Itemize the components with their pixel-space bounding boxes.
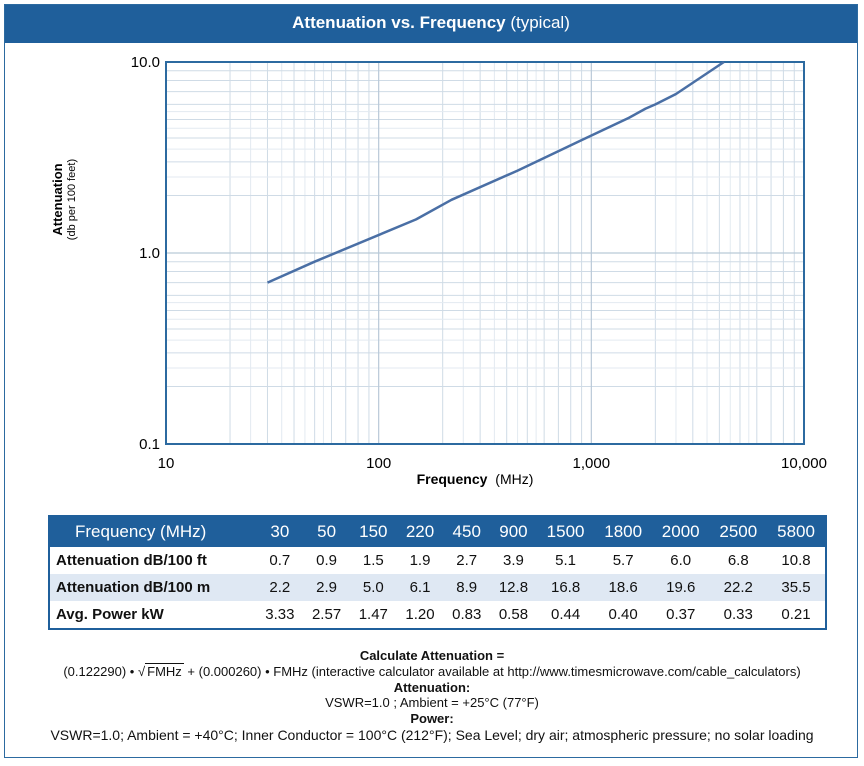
attenuation-heading-text: Attenuation: bbox=[393, 680, 471, 695]
sqrt-symbol-icon: √ bbox=[137, 664, 146, 679]
frequency-header-cell: 150 bbox=[349, 516, 397, 547]
table-cell: 18.6 bbox=[594, 574, 652, 601]
frequency-header-cell: 220 bbox=[396, 516, 444, 547]
sqrt-radicand: FMHz bbox=[145, 663, 184, 679]
table-cell: 1.20 bbox=[405, 606, 435, 623]
calc-heading-text: Calculate Attenuation = bbox=[359, 648, 505, 663]
series-layer bbox=[266, 60, 725, 284]
attenuation-chart: 10 100 1,000 10,000 0.1 1.0 10.0 Frequency (MH… bbox=[50, 54, 827, 487]
x-tick-label: 10 bbox=[158, 455, 175, 472]
x-tick-label: 100 bbox=[366, 455, 391, 472]
frequency-header-cell: 50 bbox=[303, 516, 350, 547]
spec-table-body: Attenuation dB/100 ft 0.7 0.9 1.5 1.9 2.7 3.9 5… bbox=[49, 547, 826, 629]
row-label: Attenuation dB/100 m bbox=[49, 574, 257, 601]
y-tick-label: 10.0 bbox=[131, 54, 160, 71]
table-cell: 35.5 bbox=[767, 574, 826, 601]
plot-frame bbox=[165, 61, 805, 445]
attenuation-conditions: VSWR=1.0 ; Ambient = +25°C (77°F) bbox=[0, 695, 864, 710]
y-axis-label-unit: (db per 100 feet) bbox=[66, 159, 78, 240]
table-cell: 1.47 bbox=[358, 606, 388, 623]
table-cell: 1.5 bbox=[362, 552, 384, 569]
power-heading: Power: bbox=[0, 711, 864, 726]
x-axis-label-unit: (MHz) bbox=[495, 471, 533, 487]
frequency-header-cell: 5800 bbox=[767, 516, 826, 547]
table-row: Attenuation dB/100 m 2.2 2.9 5.0 6.1 8.9 12.8 1… bbox=[49, 574, 826, 601]
attenuation-heading: Attenuation: bbox=[0, 680, 864, 695]
table-cell: 22.2 bbox=[709, 574, 768, 601]
formula-line: (0.122290) • √ FMHz + (0.000260) • FMHz (… bbox=[0, 663, 864, 679]
chart-title-sub: (typical) bbox=[510, 13, 570, 32]
table-cell: 8.9 bbox=[443, 574, 491, 601]
table-cell: 10.8 bbox=[781, 552, 811, 569]
y-tick-label: 1.0 bbox=[139, 245, 160, 262]
table-cell: 0.83 bbox=[452, 606, 482, 623]
x-axis-label: Frequency (MHz) bbox=[417, 471, 534, 487]
frequency-header-cell: 2000 bbox=[651, 516, 710, 547]
row-label: Avg. Power kW bbox=[56, 606, 164, 623]
tick-labels: 10 100 1,000 10,000 0.1 1.0 10.0 bbox=[131, 54, 827, 472]
x-tick-label: 10,000 bbox=[781, 455, 827, 472]
table-cell: 2.57 bbox=[311, 606, 342, 623]
table-cell: 5.7 bbox=[612, 552, 634, 569]
row-label: Attenuation dB/100 ft bbox=[56, 552, 207, 569]
chart-title-main: Attenuation vs. Frequency bbox=[292, 13, 506, 32]
attenuation-conditions-text: VSWR=1.0 ; Ambient = +25°C (77°F) bbox=[325, 695, 539, 710]
table-cell: 3.33 bbox=[265, 606, 295, 623]
table-cell: 0.44 bbox=[550, 606, 581, 623]
power-conditions-text: VSWR=1.0; Ambient = +40°C; Inner Conduct… bbox=[50, 727, 814, 743]
series-line bbox=[266, 60, 725, 284]
table-cell: 2.7 bbox=[456, 552, 478, 569]
formula-suffix: + (0.000260) • FMHz (interactive calcula… bbox=[183, 664, 801, 679]
table-cell: 6.1 bbox=[396, 574, 444, 601]
spec-table: Frequency (MHz) 30 50 150 220 450 900 1500 1800… bbox=[48, 515, 827, 630]
table-cell: 12.8 bbox=[490, 574, 537, 601]
table-cell: 5.0 bbox=[349, 574, 397, 601]
y-axis-label-name: Attenuation bbox=[50, 163, 65, 235]
sqrt-term: √ FMHz bbox=[137, 663, 184, 679]
frequency-header-cell: 450 bbox=[443, 516, 491, 547]
table-cell: 1.9 bbox=[409, 552, 431, 569]
table-cell: 0.58 bbox=[498, 606, 529, 623]
frequency-header-row: Frequency (MHz) 30 50 150 220 450 900 1500 1800… bbox=[49, 516, 826, 547]
table-cell: 5.1 bbox=[555, 552, 577, 569]
table-cell: 0.9 bbox=[316, 552, 337, 569]
table-cell: 3.9 bbox=[503, 552, 524, 569]
table-cell: 2.2 bbox=[256, 574, 304, 601]
x-axis-label-name: Frequency bbox=[417, 471, 488, 487]
frequency-header-cell: 900 bbox=[490, 516, 537, 547]
table-cell: 2.9 bbox=[303, 574, 350, 601]
frequency-header-cell: 30 bbox=[256, 516, 304, 547]
formula-prefix: (0.122290) • bbox=[63, 664, 135, 679]
frequency-header-label: Frequency (MHz) bbox=[49, 516, 257, 547]
frequency-header-cell: 1500 bbox=[536, 516, 595, 547]
figure-frame: Attenuation vs. Frequency (typical) bbox=[4, 4, 858, 758]
table-cell: 6.8 bbox=[727, 552, 749, 569]
frequency-header-cell: 1800 bbox=[594, 516, 652, 547]
table-row: Avg. Power kW 3.33 2.57 1.47 1.20 0.83 0.58 0.4… bbox=[49, 601, 826, 629]
calc-heading: Calculate Attenuation = bbox=[0, 648, 864, 663]
x-tick-label: 1,000 bbox=[573, 455, 611, 472]
power-heading-text: Power: bbox=[410, 711, 454, 726]
table-cell: 0.40 bbox=[608, 606, 638, 623]
table-cell: 0.33 bbox=[723, 606, 753, 623]
table-row: Attenuation dB/100 ft 0.7 0.9 1.5 1.9 2.7 3.9 5… bbox=[49, 547, 826, 574]
table-cell: 0.21 bbox=[781, 606, 811, 623]
frequency-header-cell: 2500 bbox=[709, 516, 768, 547]
y-axis-label: Attenuation (db per 100 feet) bbox=[50, 159, 78, 240]
table-cell: 6.0 bbox=[670, 552, 692, 569]
table-cell: 19.6 bbox=[651, 574, 710, 601]
table-cell: 16.8 bbox=[536, 574, 595, 601]
chart-title: Attenuation vs. Frequency (typical) bbox=[5, 5, 857, 43]
table-cell: 0.37 bbox=[666, 606, 696, 623]
table-cell: 0.7 bbox=[269, 552, 291, 569]
y-tick-label: 0.1 bbox=[139, 436, 160, 453]
power-conditions: VSWR=1.0; Ambient = +40°C; Inner Conduct… bbox=[0, 728, 864, 743]
